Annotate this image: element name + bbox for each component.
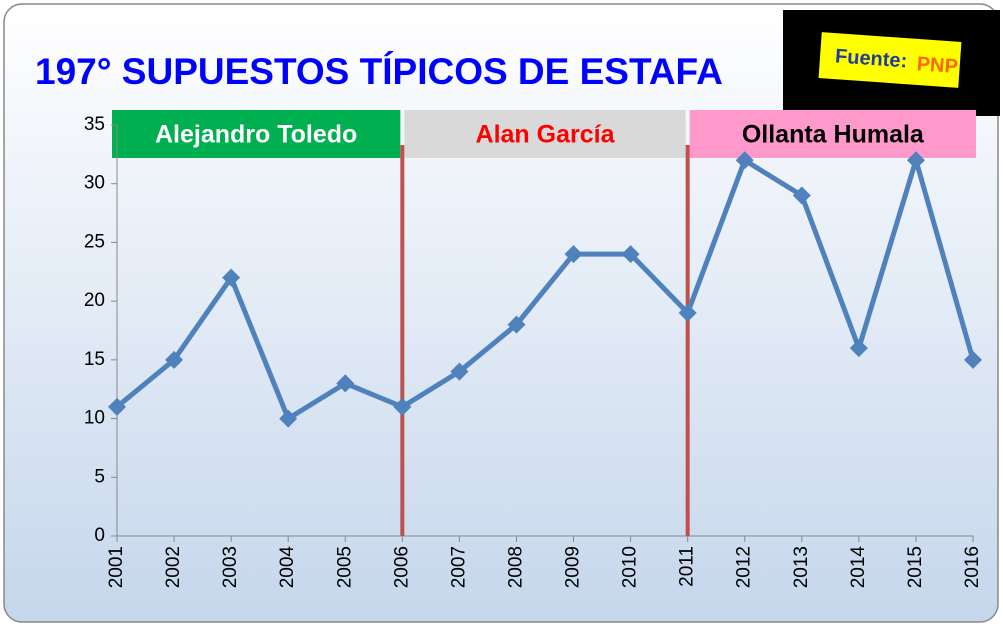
period-label: Alejandro Toledo: [155, 121, 357, 149]
y-tick-label: 25: [84, 231, 105, 252]
y-tick-label: 15: [84, 349, 105, 370]
x-tick-label: 2012: [734, 546, 755, 588]
x-tick-label: 2009: [563, 546, 584, 588]
x-tick-label: 2010: [620, 546, 641, 588]
period-band: [112, 110, 401, 158]
source-badge: Fuente: PNP: [818, 32, 962, 88]
marker: [450, 362, 469, 381]
source-value: PNP: [916, 53, 959, 78]
chart-title: 197° SUPUESTOS TÍPICOS DE ESTAFA: [35, 51, 723, 92]
x-tick-label: 2015: [905, 546, 926, 588]
period-band: [404, 110, 686, 158]
x-tick-label: 2004: [277, 546, 298, 589]
marker: [678, 303, 697, 322]
marker: [564, 245, 583, 264]
marker: [393, 397, 412, 416]
source-label: Fuente:: [834, 45, 908, 72]
marker: [165, 350, 184, 369]
x-tick-label: 2001: [106, 546, 127, 588]
marker: [336, 374, 355, 393]
x-tick-label: 2007: [448, 546, 469, 588]
period-band: [689, 110, 976, 158]
marker: [507, 315, 526, 334]
y-tick-label: 35: [84, 114, 105, 135]
x-tick-label: 2016: [962, 546, 983, 588]
x-tick-label: 2006: [391, 546, 412, 588]
line: [115, 157, 976, 422]
marker: [964, 350, 982, 369]
x-tick-label: 2013: [791, 546, 812, 588]
period-label: Ollanta Humala: [742, 121, 925, 149]
y-tick-label: 5: [94, 466, 105, 487]
period-label: Alan García: [476, 121, 616, 149]
y-tick-label: 0: [94, 525, 105, 546]
x-tick-label: 2011: [677, 546, 698, 587]
marker: [735, 151, 754, 170]
x-tick-label: 2008: [505, 546, 526, 588]
y-tick-label: 30: [84, 173, 105, 194]
marker: [792, 186, 811, 205]
marker: [222, 268, 241, 287]
x-tick-label: 2014: [848, 546, 869, 589]
y-tick-label: 20: [84, 290, 105, 311]
marker: [849, 339, 868, 358]
marker: [108, 397, 126, 416]
marker: [279, 409, 298, 428]
x-tick-label: 2003: [220, 546, 241, 588]
marker: [906, 151, 925, 170]
y-tick-label: 10: [84, 408, 105, 429]
marker: [621, 245, 640, 264]
source-badge-bg: [818, 32, 962, 88]
x-tick-label: 2005: [334, 546, 355, 588]
x-tick-label: 2002: [163, 546, 184, 588]
